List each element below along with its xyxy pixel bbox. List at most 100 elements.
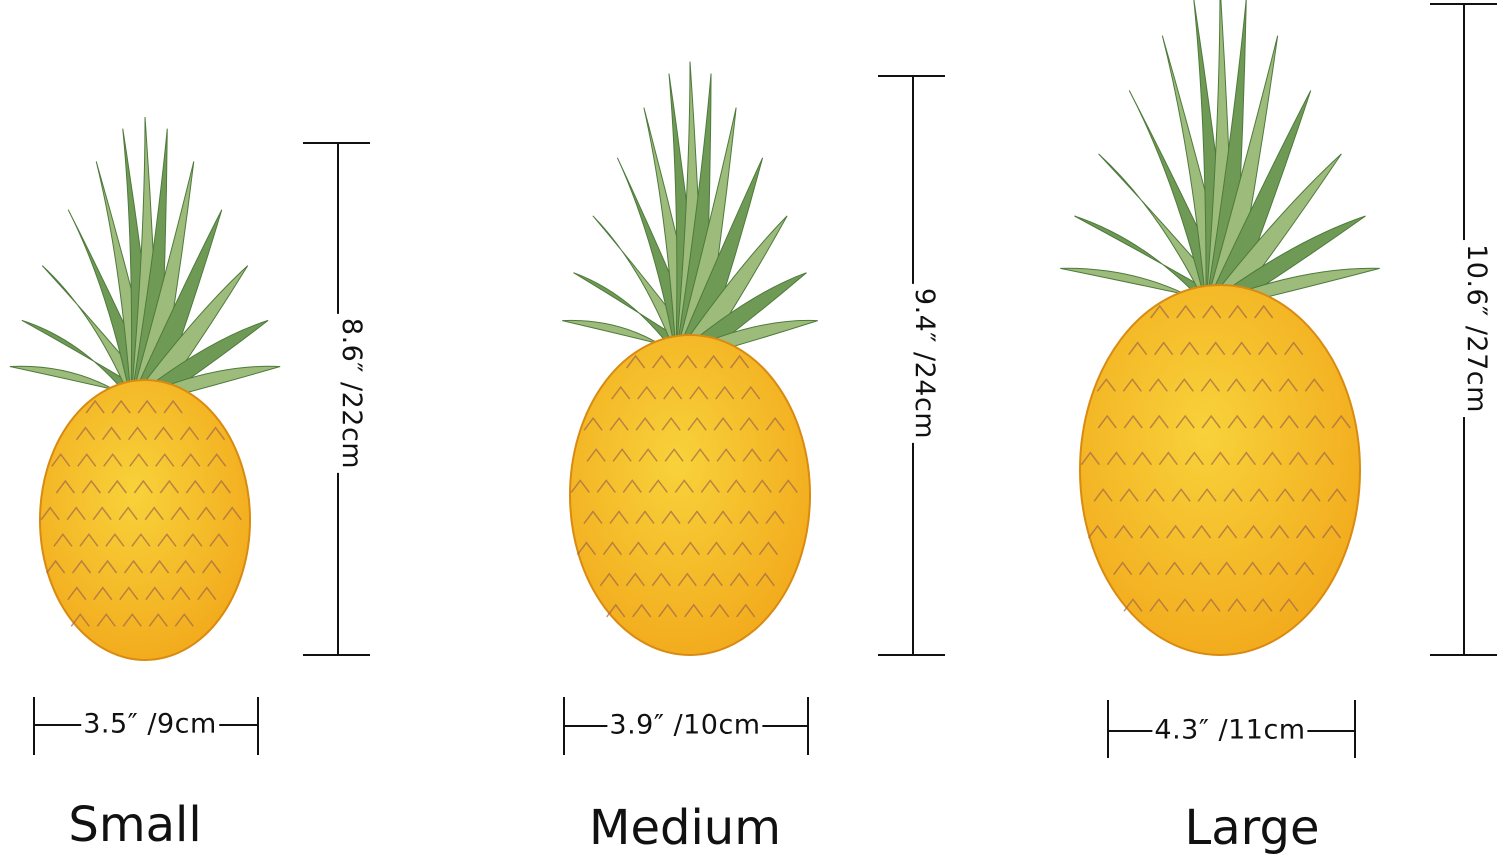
- pineapple-medium: [562, 61, 818, 656]
- fruit-body: [1079, 284, 1361, 656]
- fruit-scale: [1123, 598, 1143, 612]
- fruit-scale: [1226, 378, 1246, 392]
- fruit-scale: [1191, 524, 1212, 539]
- fruit-scale: [1275, 488, 1295, 502]
- fruit-scale: [768, 448, 788, 462]
- fruit-scale: [1210, 451, 1230, 466]
- fruit-scale: [93, 586, 113, 601]
- fruit-scale: [690, 448, 710, 462]
- fruit-scale: [181, 453, 201, 467]
- fruit-scale: [1132, 451, 1152, 466]
- fruit-scale: [1145, 488, 1165, 502]
- fruit-scale: [55, 479, 75, 494]
- fruit-scale: [1253, 414, 1273, 429]
- fruit-scale: [105, 533, 125, 547]
- fruit-scale: [651, 354, 672, 369]
- fruit-scale: [654, 541, 675, 556]
- fruit-scale: [1236, 451, 1256, 466]
- fruit-scale: [635, 510, 655, 525]
- width-label: 3.5″ /9cm: [81, 708, 219, 740]
- fruit-scale: [736, 603, 756, 618]
- fruit-scale: [97, 559, 118, 574]
- fruit-scale: [638, 448, 658, 462]
- fruit-scale: [1113, 561, 1133, 576]
- leaf: [1204, 215, 1366, 306]
- fruit-scale: [92, 506, 112, 521]
- fruit-scale: [742, 448, 762, 462]
- fruit-scale: [664, 448, 684, 462]
- fruit-scale: [1252, 378, 1272, 392]
- fruit-scale: [1284, 341, 1304, 356]
- fruit-scale: [684, 603, 704, 618]
- fruit-scale: [1180, 341, 1200, 356]
- fruit-scale: [144, 506, 164, 521]
- fruit-scale: [1254, 304, 1274, 319]
- fruit-scale: [715, 385, 735, 400]
- fruit-scale: [159, 479, 179, 494]
- fruit-scale: [155, 453, 175, 467]
- fruit-scale: [1150, 304, 1170, 319]
- fruit-scale: [663, 385, 683, 400]
- fruit-scale: [700, 479, 720, 493]
- fruit-scale: [79, 533, 99, 547]
- fruit-scale: [119, 586, 139, 601]
- fruit-scale: [765, 510, 785, 525]
- fruit-scale: [53, 533, 73, 547]
- fruit-scale: [1106, 451, 1126, 466]
- fruit-scale: [778, 479, 798, 493]
- fruit-scale: [1139, 561, 1159, 576]
- fruit-scale: [1093, 488, 1113, 502]
- fruit-scale: [687, 510, 707, 525]
- fruit-scale: [703, 572, 723, 587]
- fruit-scale: [70, 613, 90, 627]
- fruit-scale: [677, 572, 697, 587]
- fruit-scale: [111, 399, 131, 414]
- fruit-scale: [1122, 378, 1142, 392]
- fruit-scale: [732, 541, 753, 556]
- width-left-tick: [1107, 700, 1109, 758]
- fruit-scale: [77, 453, 97, 467]
- fruit-scale: [1314, 451, 1334, 466]
- fruit-scale: [1123, 414, 1143, 429]
- fruit-scale: [625, 354, 646, 369]
- fruit-scale: [1175, 598, 1195, 612]
- fruit-scale: [122, 613, 142, 627]
- fruit-scale: [1217, 524, 1238, 539]
- fruit-scale: [1223, 488, 1243, 502]
- fruit-scale: [1113, 524, 1134, 539]
- fruit-scale: [599, 572, 619, 587]
- fruit-scale: [131, 533, 151, 547]
- size-name: Medium: [589, 800, 781, 856]
- fruit-scale: [145, 586, 165, 601]
- fruit-scale: [171, 586, 191, 601]
- fruit-scale: [1227, 414, 1247, 429]
- fruit-scale: [1174, 378, 1194, 392]
- fruit-body: [569, 334, 811, 656]
- fruit-scale: [209, 533, 229, 547]
- fruit-scale: [153, 426, 174, 441]
- fruit-scale: [67, 586, 87, 601]
- fruit-scale: [75, 426, 96, 441]
- fruit-scale: [583, 510, 603, 525]
- size-name: Large: [1184, 800, 1320, 856]
- fruit-scale: [1304, 378, 1324, 392]
- fruit-scale: [1295, 524, 1316, 539]
- fruit-scale: [222, 506, 242, 521]
- fruit-scale: [1278, 378, 1298, 392]
- fruit-scale: [680, 541, 701, 556]
- fruit-scale: [40, 506, 60, 521]
- fruit-scale: [1080, 451, 1100, 466]
- fruit-scale: [710, 603, 730, 618]
- height-label: 9.4″ /24cm: [909, 283, 941, 444]
- fruit-scale: [1288, 451, 1308, 466]
- fruit-scale: [1184, 451, 1204, 466]
- fruit-scale: [583, 416, 603, 431]
- fruit-scale: [149, 559, 170, 574]
- fruit-scale: [576, 541, 597, 556]
- width-right-tick: [257, 697, 259, 755]
- height-label: 10.6″ /27cm: [1460, 240, 1492, 417]
- fruit-scale: [674, 479, 694, 493]
- fruit-scale: [765, 416, 785, 431]
- fruit-scale: [133, 479, 153, 494]
- fruit-scale: [1279, 414, 1299, 429]
